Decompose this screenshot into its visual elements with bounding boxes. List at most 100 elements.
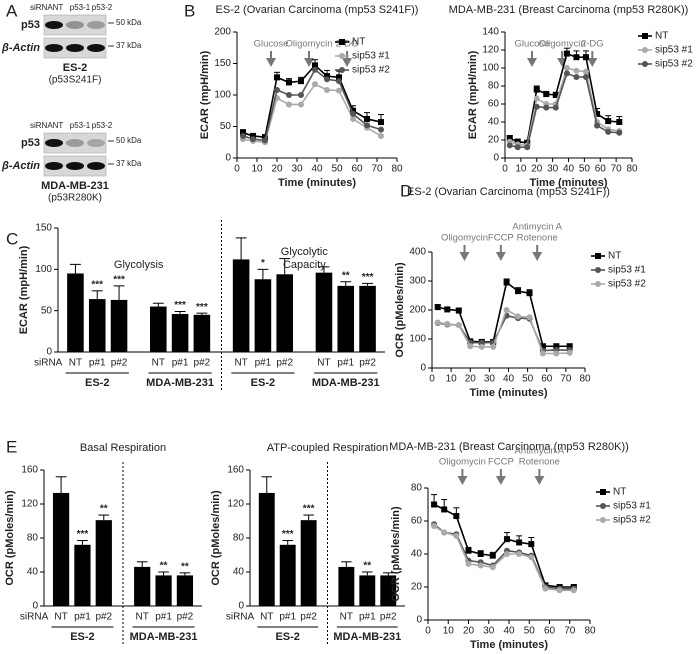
- x-tick-label: p#1: [172, 358, 189, 369]
- blot-marker: 50 kDa: [116, 18, 142, 27]
- x-tick-label: 40: [503, 374, 515, 385]
- x-tick-label: NT: [136, 612, 149, 623]
- bar: [149, 306, 167, 352]
- point: [533, 86, 540, 93]
- significance: ***: [77, 529, 89, 540]
- y-tick-label: 50: [41, 305, 53, 316]
- legend-label: sip53 #1: [655, 45, 693, 56]
- x-tick-label: 20: [271, 164, 283, 175]
- bar: [338, 566, 355, 606]
- significance: **: [160, 561, 168, 572]
- y-axis-label: OCR (pMoles/min): [394, 262, 406, 358]
- bar: [95, 520, 112, 606]
- significance: ***: [362, 272, 374, 283]
- arrow-head: [587, 58, 598, 67]
- blot-band: [87, 21, 105, 29]
- y-tick-label: 160: [21, 465, 38, 476]
- blot-sirna: siRNA: [30, 121, 53, 130]
- x-tick-label: NT: [317, 358, 330, 369]
- point: [539, 343, 546, 350]
- point: [336, 74, 342, 81]
- bar: [258, 492, 275, 606]
- bar: [155, 575, 172, 606]
- section-label: Capacity: [283, 259, 326, 271]
- point: [250, 132, 256, 139]
- x-tick-label: 70: [611, 164, 623, 175]
- blot-band: [87, 139, 105, 147]
- y-tick-label: 80: [233, 533, 245, 544]
- annotation: Rotenone: [517, 233, 558, 244]
- annotation: Oligomycin: [539, 39, 586, 50]
- x-tick-label: p#2: [177, 612, 194, 623]
- arrow-head: [495, 252, 506, 261]
- point: [444, 320, 451, 327]
- blot-lane: p53-2: [92, 3, 113, 12]
- legend-label: NT: [608, 251, 621, 262]
- point: [434, 304, 441, 311]
- panel-label: C: [6, 229, 18, 248]
- y-axis-label: OCR (pMoles/min): [4, 490, 16, 586]
- blot-marker: 37 kDa: [116, 41, 142, 50]
- bar: [52, 492, 70, 606]
- y-tick-label: 150: [35, 223, 52, 234]
- point: [490, 343, 497, 350]
- point: [312, 81, 318, 88]
- y-tick-label: 20: [488, 135, 500, 146]
- point: [455, 307, 462, 314]
- x-tick-label: 40: [503, 626, 515, 637]
- blot-row-label: p53: [21, 19, 40, 31]
- section-label: Glycolytic: [281, 246, 329, 258]
- point: [453, 532, 460, 539]
- y-tick-label: 300: [409, 276, 426, 287]
- point: [431, 501, 438, 508]
- y-tick-label: 140: [482, 27, 499, 38]
- point: [312, 62, 318, 69]
- point: [324, 76, 330, 83]
- point: [539, 350, 546, 357]
- point: [324, 73, 330, 80]
- y-tick-label: 60: [411, 516, 423, 527]
- x-tick-label: 40: [311, 164, 323, 175]
- y-tick-label: 40: [411, 549, 423, 560]
- point: [286, 92, 292, 98]
- legend-marker: [600, 489, 606, 495]
- section-label: Glycolysis: [114, 259, 164, 271]
- point: [515, 313, 522, 320]
- blot-cell: MDA-MB-231: [41, 180, 109, 192]
- arrow-head: [534, 476, 545, 485]
- legend-marker: [642, 61, 648, 67]
- legend-marker: [600, 517, 606, 523]
- annotation: 2-DG: [336, 39, 359, 50]
- row-label: siRNA: [20, 612, 49, 623]
- x-tick-label: 10: [446, 374, 458, 385]
- annotation: Glucose: [515, 39, 550, 50]
- point: [350, 107, 356, 114]
- x-tick-label: 20: [463, 626, 475, 637]
- x-tick-label: p#1: [359, 612, 376, 623]
- blot-band: [87, 44, 105, 52]
- point: [240, 129, 246, 136]
- point: [312, 66, 318, 73]
- x-tick-label: NT: [69, 358, 82, 369]
- x-tick-label: 10: [515, 164, 527, 175]
- bar: [315, 272, 333, 352]
- point: [542, 585, 549, 592]
- x-tick-label: 20: [465, 374, 477, 385]
- chart-title: ES-2 (Ovarian Carcinoma (mp53 S241F)): [216, 4, 419, 16]
- y-tick-label: 80: [411, 483, 423, 494]
- significance: *: [261, 258, 265, 269]
- x-tick-label: 50: [522, 374, 534, 385]
- x-tick-label: 80: [626, 164, 638, 175]
- point: [582, 68, 589, 75]
- point: [465, 560, 472, 567]
- significance: **: [342, 270, 350, 281]
- y-tick-label: 80: [27, 533, 39, 544]
- blot-marker: 50 kDa: [116, 136, 142, 145]
- x-tick-label: 30: [547, 164, 559, 175]
- x-tick-label: p#2: [111, 358, 128, 369]
- legend-label: NT: [655, 31, 668, 42]
- point: [573, 74, 580, 80]
- point: [503, 551, 510, 557]
- legend-marker: [600, 503, 606, 509]
- annotation: Oligomycin: [441, 233, 488, 244]
